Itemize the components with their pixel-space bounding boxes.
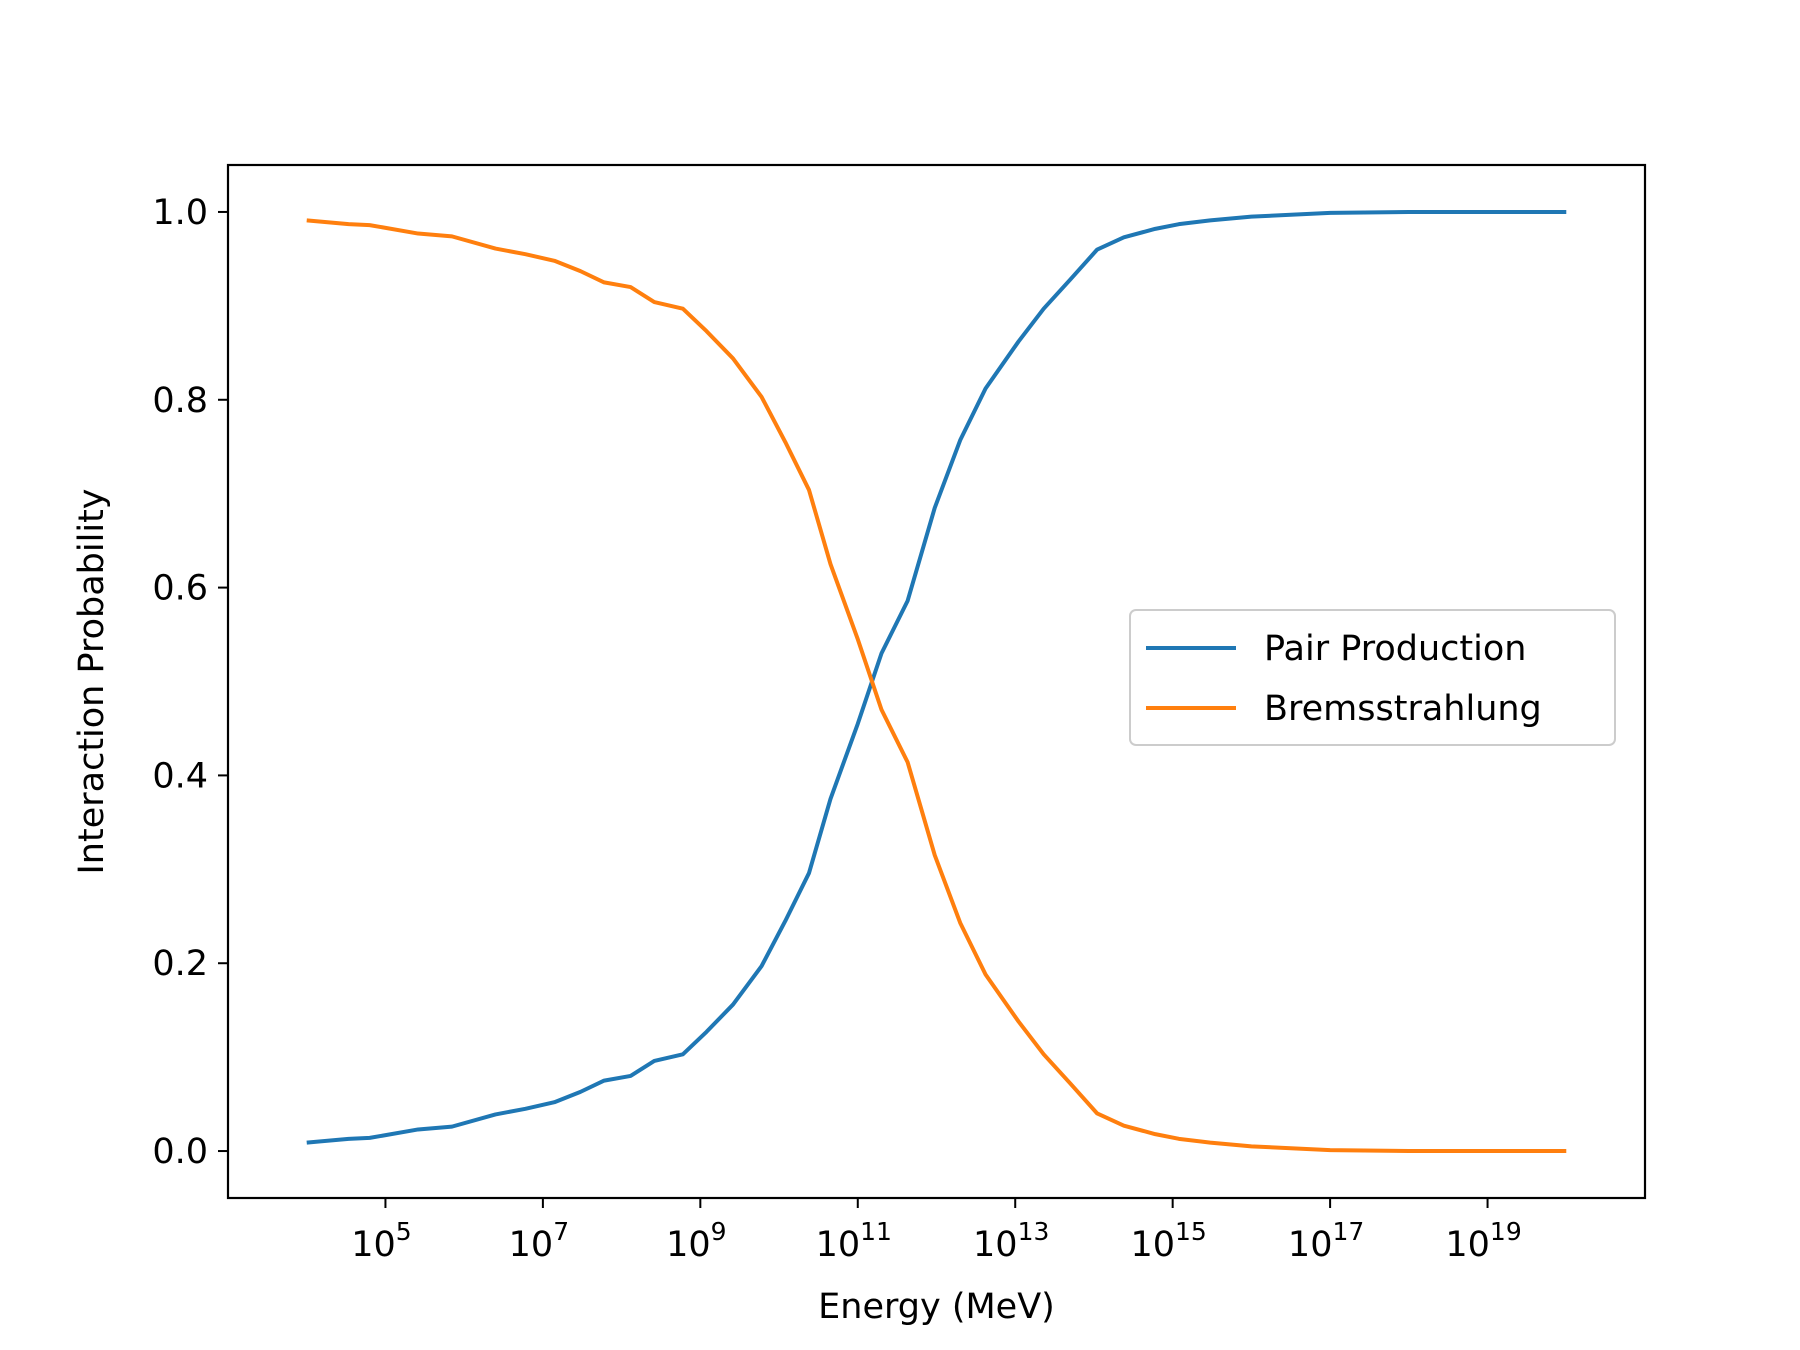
y-tick-label-0: 0.0: [152, 1132, 208, 1172]
y-tick-label-5: 1.0: [152, 193, 208, 233]
series-line-1: [306, 218, 1567, 1154]
y-axis-ticks: 0.0 0.2 0.4 0.6 0.8 1.0: [152, 193, 228, 1172]
axes-frame: [226, 163, 1647, 1200]
y-tick-label-3: 0.6: [152, 569, 208, 609]
legend-box: [1129, 609, 1616, 746]
y-axis-label: Interaction Probability: [72, 488, 112, 874]
legend-label-0: Pair Production: [1264, 629, 1526, 669]
x-tick-label-3: 1011: [816, 1217, 892, 1265]
x-tick-label-5: 1015: [1130, 1217, 1206, 1265]
y-tick-label-2: 0.4: [152, 756, 208, 796]
legend-label-1: Bremsstrahlung: [1264, 689, 1542, 729]
y-tick-label-4: 0.8: [152, 381, 208, 421]
plot-area: [306, 209, 1567, 1154]
legend: Pair Production Bremsstrahlung: [1129, 609, 1616, 746]
x-axis-label: Energy (MeV): [818, 1287, 1055, 1327]
series-line-0: [306, 209, 1567, 1145]
y-tick-label-1: 0.2: [152, 944, 208, 984]
